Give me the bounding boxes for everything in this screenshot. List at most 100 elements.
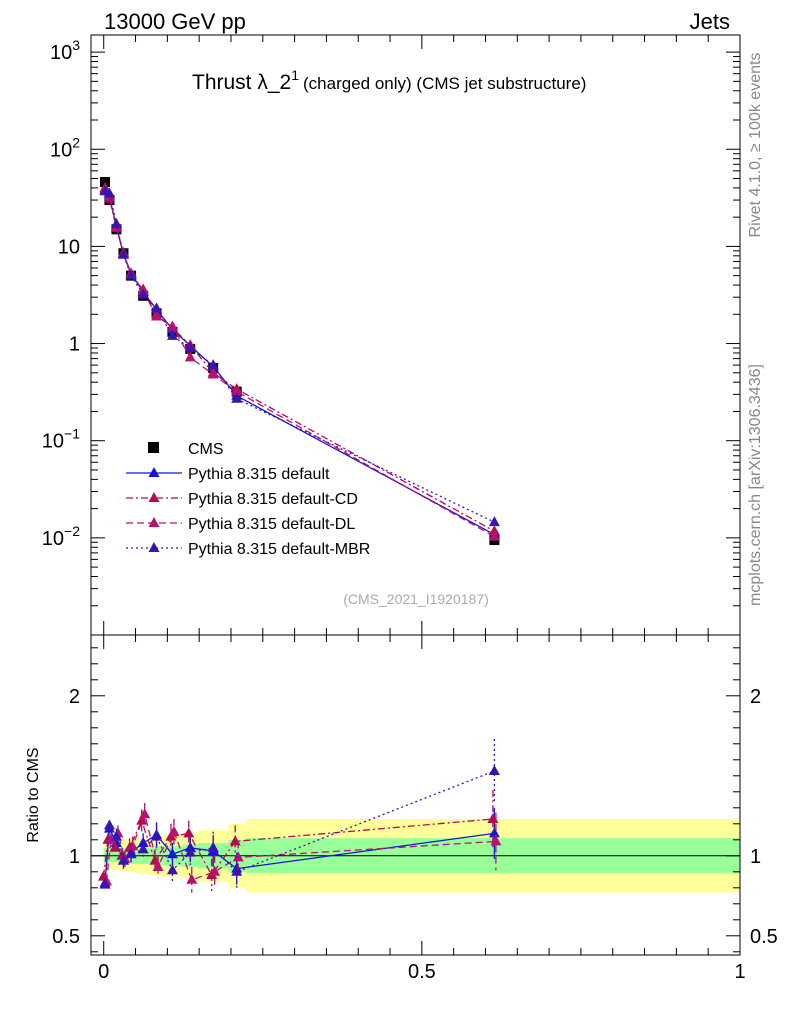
ytick-exp: −2 [64, 523, 80, 539]
ratio-point [232, 851, 244, 862]
series-line [104, 190, 495, 523]
legend-marker [148, 542, 160, 552]
ratio-ytick-label: 1 [69, 846, 80, 868]
ratio-point [209, 865, 221, 876]
legend: CMS Pythia 8.315 default Pythia 8.315 defa… [126, 441, 370, 558]
mc-point [231, 392, 243, 403]
main-title-sup: 1 [291, 67, 299, 83]
ratio-point [152, 861, 164, 871]
legend-marker [148, 517, 160, 527]
header-left: 13000 GeV pp [104, 9, 246, 34]
mc-point [103, 187, 115, 198]
ratio-point [488, 827, 500, 838]
ratio-point [231, 865, 243, 876]
main-title-rest: (charged only) (CMS jet substructure) [303, 74, 586, 93]
main-ytick-label: 102 [50, 134, 80, 161]
ratio-point [490, 835, 502, 846]
ratio-point [110, 830, 122, 841]
mc-point [184, 351, 196, 362]
ratio-point [136, 814, 148, 825]
mc-point [137, 288, 149, 299]
rivet-label: Rivet 4.1.0, ≥ 100k events [747, 53, 764, 238]
mc-point [166, 329, 178, 340]
ratio-point [125, 848, 137, 859]
mc-point [117, 248, 129, 259]
main-series-default [99, 184, 500, 539]
ytick-base: 10 [50, 139, 72, 161]
ratio-point [186, 873, 198, 884]
ytick-base: 10 [58, 236, 80, 258]
svg-text:Thrust λ_21(charged only) (CMS: Thrust λ_21 (charged only) (CMS jet subst… [192, 67, 586, 94]
main-series-mbr [99, 185, 500, 527]
ratio-series [97, 739, 502, 893]
legend-item-dl: Pythia 8.315 default-DL [126, 516, 355, 533]
legend-label: Pythia 8.315 default-MBR [188, 541, 370, 558]
main-title: Thrust λ_2 [192, 71, 291, 94]
mc-point [110, 218, 122, 229]
mc-point [151, 310, 163, 321]
main-series-data [99, 177, 500, 546]
main-ytick-label: 103 [50, 37, 80, 64]
ratio-ytick-label: 2 [69, 686, 80, 708]
ratio-point [109, 841, 121, 852]
legend-item-default: Pythia 8.315 default [126, 466, 330, 483]
ratio-point [168, 825, 180, 836]
ratio-point [103, 819, 115, 830]
ratio-point [166, 848, 178, 859]
ratio-panel: 0.5 0.51 12 20 0.5 1 Ratio to CMS [25, 621, 778, 983]
legend-marker [148, 442, 159, 453]
main-ytick-label: 10−1 [42, 426, 80, 453]
legend-label: Pythia 8.315 default-CD [188, 491, 358, 508]
ratio-ytick-label: 0.5 [52, 926, 80, 948]
legend-marker [148, 467, 160, 477]
main-ytick-label: 10−2 [42, 523, 80, 550]
xtick-label: 0 [98, 961, 109, 983]
ytick-exp: 3 [72, 37, 80, 53]
ratio-ytick-label-right: 0.5 [750, 926, 778, 948]
main-series [99, 177, 500, 546]
ytick-base: 10 [50, 42, 72, 64]
ratio-series-mbr [99, 739, 500, 890]
ytick-exp: −1 [64, 426, 80, 442]
ratio-point [105, 833, 117, 844]
ratio-point [184, 846, 196, 857]
legend-item-mbr: Pythia 8.315 default-MBR [126, 541, 370, 558]
ratio-ylabel: Ratio to CMS [25, 747, 42, 842]
ratio-point [139, 808, 151, 819]
mc-point [166, 320, 178, 331]
legend-item-data: CMS [148, 441, 224, 458]
ratio-point [487, 813, 499, 823]
mcplots-label: mcplots.cern.ch [arXiv:1306.3436] [747, 364, 764, 606]
ytick-base: 1 [69, 334, 80, 356]
ratio-point [166, 864, 178, 875]
xtick-label: 0.5 [408, 961, 436, 983]
ratio-ytick-label-right: 2 [750, 686, 761, 708]
mc-point [207, 368, 219, 379]
main-series-dl [99, 182, 500, 541]
ratio-point [137, 837, 149, 847]
header-right: Jets [690, 9, 730, 34]
mc-point [488, 530, 500, 541]
legend-label: Pythia 8.315 default-DL [188, 516, 355, 533]
ratio-point [183, 827, 195, 838]
ratio-point [151, 830, 163, 841]
legend-marker [148, 492, 160, 502]
legend-label: CMS [188, 441, 224, 458]
mc-point [184, 341, 196, 352]
main-ytick-label: 10 [58, 236, 80, 258]
analysis-id: (CMS_2021_I1920187) [343, 591, 489, 607]
ratio-ytick-label-right: 1 [750, 846, 761, 868]
ytick-base: 10 [42, 431, 64, 453]
mc-point [151, 302, 163, 313]
mc-point [125, 269, 137, 280]
mc-point [488, 525, 500, 536]
ratio-axis-ticks: 0.5 0.51 12 20 0.5 1 [52, 621, 778, 983]
mc-point [488, 516, 500, 527]
ratio-frame [90, 634, 741, 956]
legend-item-cd: Pythia 8.315 default-CD [126, 491, 358, 508]
mc-point [231, 385, 243, 396]
legend-label: Pythia 8.315 default [188, 466, 330, 483]
